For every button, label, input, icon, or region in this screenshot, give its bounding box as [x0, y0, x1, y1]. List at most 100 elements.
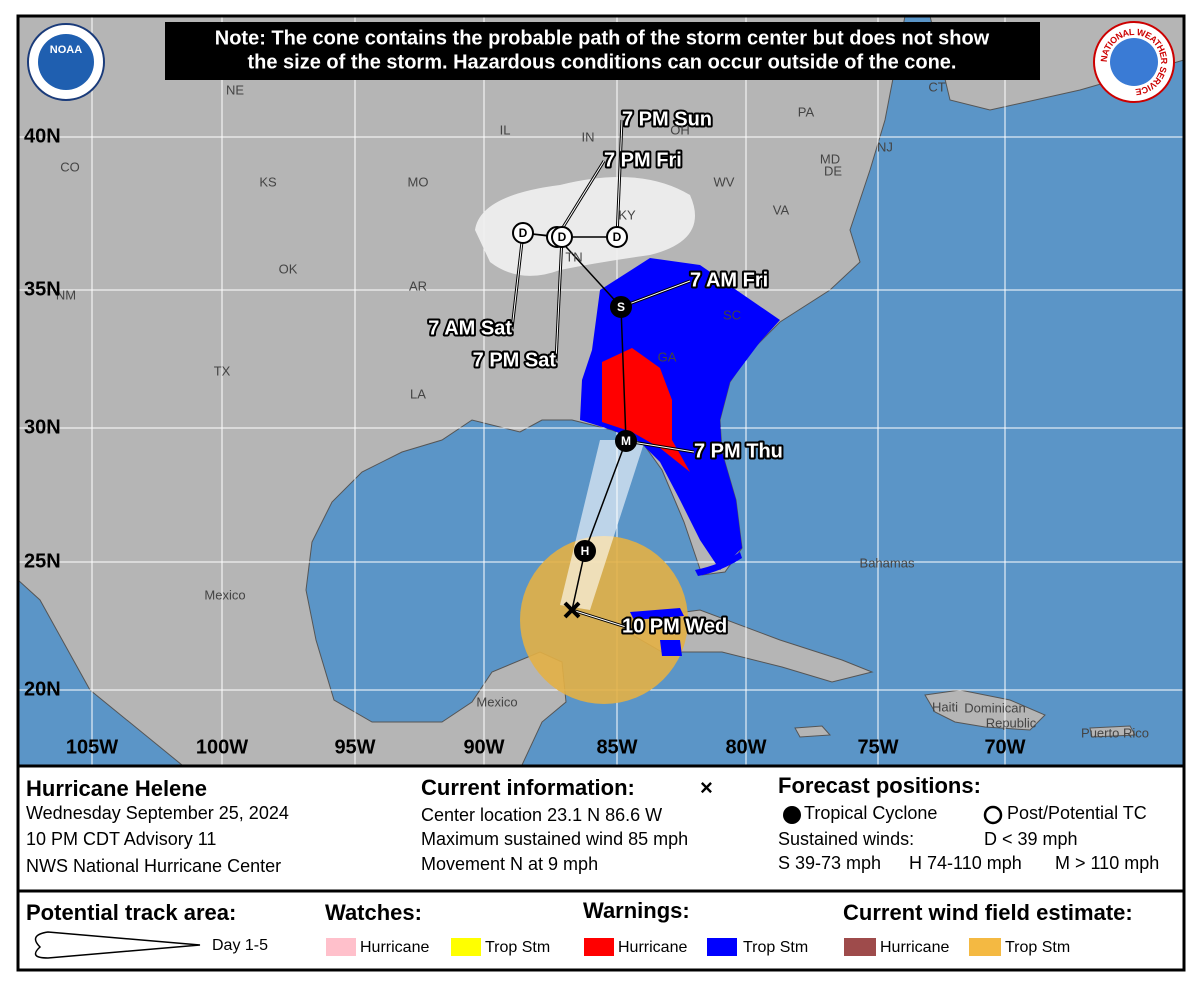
- swatch: [844, 938, 876, 956]
- leader: [616, 119, 623, 238]
- swatch: [584, 938, 614, 956]
- storm-title: Hurricane Helene: [26, 776, 207, 801]
- nws-logo: NATIONAL WEATHER SERVICE: [1093, 21, 1175, 103]
- legend-label: Hurricane: [360, 939, 429, 956]
- leader: [571, 609, 627, 628]
- point-marker: D: [613, 230, 622, 244]
- leader: [556, 160, 605, 238]
- place-label: MO: [408, 174, 429, 189]
- track: 10 PM Wed H M 7 PM Thu S 7 AM Fri D 7 PM Fri D 7 …: [426, 106, 785, 639]
- legend-label: Trop Stm: [743, 939, 808, 956]
- frame: [16, 14, 1186, 972]
- warning-ts: [580, 258, 780, 570]
- place-label: NE: [226, 82, 244, 97]
- forecast-key: D < 39 mph: [984, 829, 1078, 849]
- storm-line: NWS National Hurricane Center: [26, 856, 281, 876]
- leader: [625, 440, 695, 453]
- time-label: 7 PM Thu: [694, 440, 783, 462]
- forecast-key: M > 110 mph: [1055, 853, 1159, 873]
- leader: [555, 236, 563, 362]
- current-line: Maximum sustained wind 85 mph: [421, 829, 688, 849]
- forecast-point: [606, 226, 628, 248]
- leader: [620, 280, 691, 308]
- place-label: KS: [259, 174, 277, 189]
- place-label: KY: [618, 207, 636, 222]
- place-label: Bahamas: [860, 555, 915, 570]
- point-marker: D: [558, 230, 567, 244]
- forecast-key: Post/Potential TC: [1007, 803, 1147, 823]
- tc-symbol: [783, 806, 801, 824]
- point-marker: H: [581, 544, 590, 558]
- current-line: Movement N at 9 mph: [421, 854, 598, 874]
- lat-labels: 40N 35N 30N 25N 20N: [24, 125, 61, 700]
- puerto-rico: [1089, 725, 1136, 738]
- place-label: NM: [56, 287, 76, 302]
- place-label: OK: [279, 261, 298, 276]
- place-label: LA: [410, 386, 426, 401]
- warning-cuba: [630, 608, 684, 656]
- place-label: Mexico: [476, 694, 517, 709]
- time-label: 7 PM Fri: [604, 149, 682, 171]
- legend-label: Day 1-5: [212, 937, 268, 954]
- point-marker: D: [519, 226, 528, 240]
- forecast-point: [574, 540, 596, 562]
- storm-line: Wednesday September 25, 2024: [26, 803, 289, 823]
- leader: [511, 232, 524, 330]
- legend-heading: Watches:: [325, 900, 422, 925]
- place-label: Republic: [986, 715, 1037, 730]
- forecast-point: [610, 296, 632, 318]
- lon-labels: 105W 100W 95W 90W 85W 80W 75W 70W: [66, 736, 1026, 758]
- cone-outer: [475, 177, 695, 276]
- jamaica: [794, 725, 832, 738]
- place-label: PA: [798, 104, 815, 119]
- note: Note: The cone contains the probable pat…: [165, 22, 1040, 80]
- lon-label: 90W: [463, 736, 504, 758]
- legend-label: Trop Stm: [485, 939, 550, 956]
- lat-label: 35N: [24, 278, 61, 300]
- forecast-key: S 39-73 mph: [778, 853, 881, 873]
- forecast-heading: Forecast positions:: [778, 773, 981, 798]
- nws-disc: [1110, 38, 1158, 86]
- place-label: IL: [500, 122, 511, 137]
- time-label: 10 PM Wed: [622, 615, 727, 637]
- legend-heading: Warnings:: [583, 898, 690, 923]
- lon-label: 95W: [334, 736, 375, 758]
- legend: Potential track area: Day 1-5 Watches: H…: [26, 898, 1133, 959]
- place-label: CT: [928, 79, 945, 94]
- place-label: AR: [409, 278, 427, 293]
- place-label: GA: [658, 349, 677, 364]
- swatch: [969, 938, 1001, 956]
- place-label: CO: [60, 159, 80, 174]
- hispaniola: [924, 689, 1046, 731]
- place-label: WV: [714, 174, 735, 189]
- time-label: 7 AM Fri: [690, 269, 768, 291]
- storm-line: 10 PM CDT Advisory 11: [26, 829, 216, 849]
- time-label: 7 PM Sat: [473, 349, 557, 371]
- place-label: Puerto Rico: [1081, 725, 1149, 740]
- noaa-text: NOAA: [50, 44, 82, 56]
- lon-label: 85W: [596, 736, 637, 758]
- map: 10 PM Wed H M 7 PM Thu S 7 AM Fri D 7 PM Fri D 7 …: [18, 16, 1184, 765]
- lon-label: 100W: [196, 736, 248, 758]
- lat-label: 30N: [24, 416, 61, 438]
- swatch: [707, 938, 737, 956]
- place-label: DE: [824, 163, 842, 178]
- place-label: VA: [773, 202, 790, 217]
- noaa-logo: NOAA: [27, 23, 105, 101]
- forecast-key: Tropical Cyclone: [804, 803, 937, 823]
- forecast-point: [615, 430, 637, 452]
- legend-heading: Potential track area:: [26, 900, 236, 925]
- place-label: OH: [670, 122, 690, 137]
- point-marker: S: [617, 300, 625, 314]
- time-label: 7 AM Sat: [428, 317, 512, 339]
- swatch: [451, 938, 481, 956]
- place-label: Haiti: [932, 699, 958, 714]
- forecast-key: H 74-110 mph: [909, 853, 1022, 873]
- legend-heading: Current wind field estimate:: [843, 900, 1133, 925]
- place-label: Mexico: [204, 587, 245, 602]
- place-labels: NE IL IN OH PA CT NJ CO KS MO WV MD DE V…: [56, 79, 1149, 740]
- current-position: [563, 601, 581, 619]
- place-label: IN: [582, 129, 595, 144]
- cone-swatch: [34, 931, 201, 959]
